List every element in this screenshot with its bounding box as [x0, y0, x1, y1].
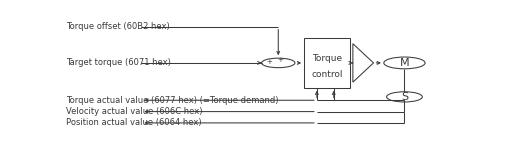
Text: +: +: [267, 60, 272, 65]
Bar: [304, 38, 350, 88]
Text: +: +: [278, 57, 283, 64]
Text: Torque actual value (6077 hex) (=Torque demand): Torque actual value (6077 hex) (=Torque …: [66, 96, 279, 105]
Text: S: S: [401, 92, 408, 102]
Text: Position actual value (6064 hex): Position actual value (6064 hex): [66, 118, 202, 127]
Text: Target torque (6071 hex): Target torque (6071 hex): [66, 58, 171, 67]
Text: control: control: [311, 70, 343, 79]
Text: M: M: [400, 58, 409, 68]
Text: Torque offset (60B2 hex): Torque offset (60B2 hex): [66, 22, 170, 31]
Text: Torque: Torque: [312, 54, 342, 63]
Text: Velocity actual value (606C hex): Velocity actual value (606C hex): [66, 107, 202, 116]
